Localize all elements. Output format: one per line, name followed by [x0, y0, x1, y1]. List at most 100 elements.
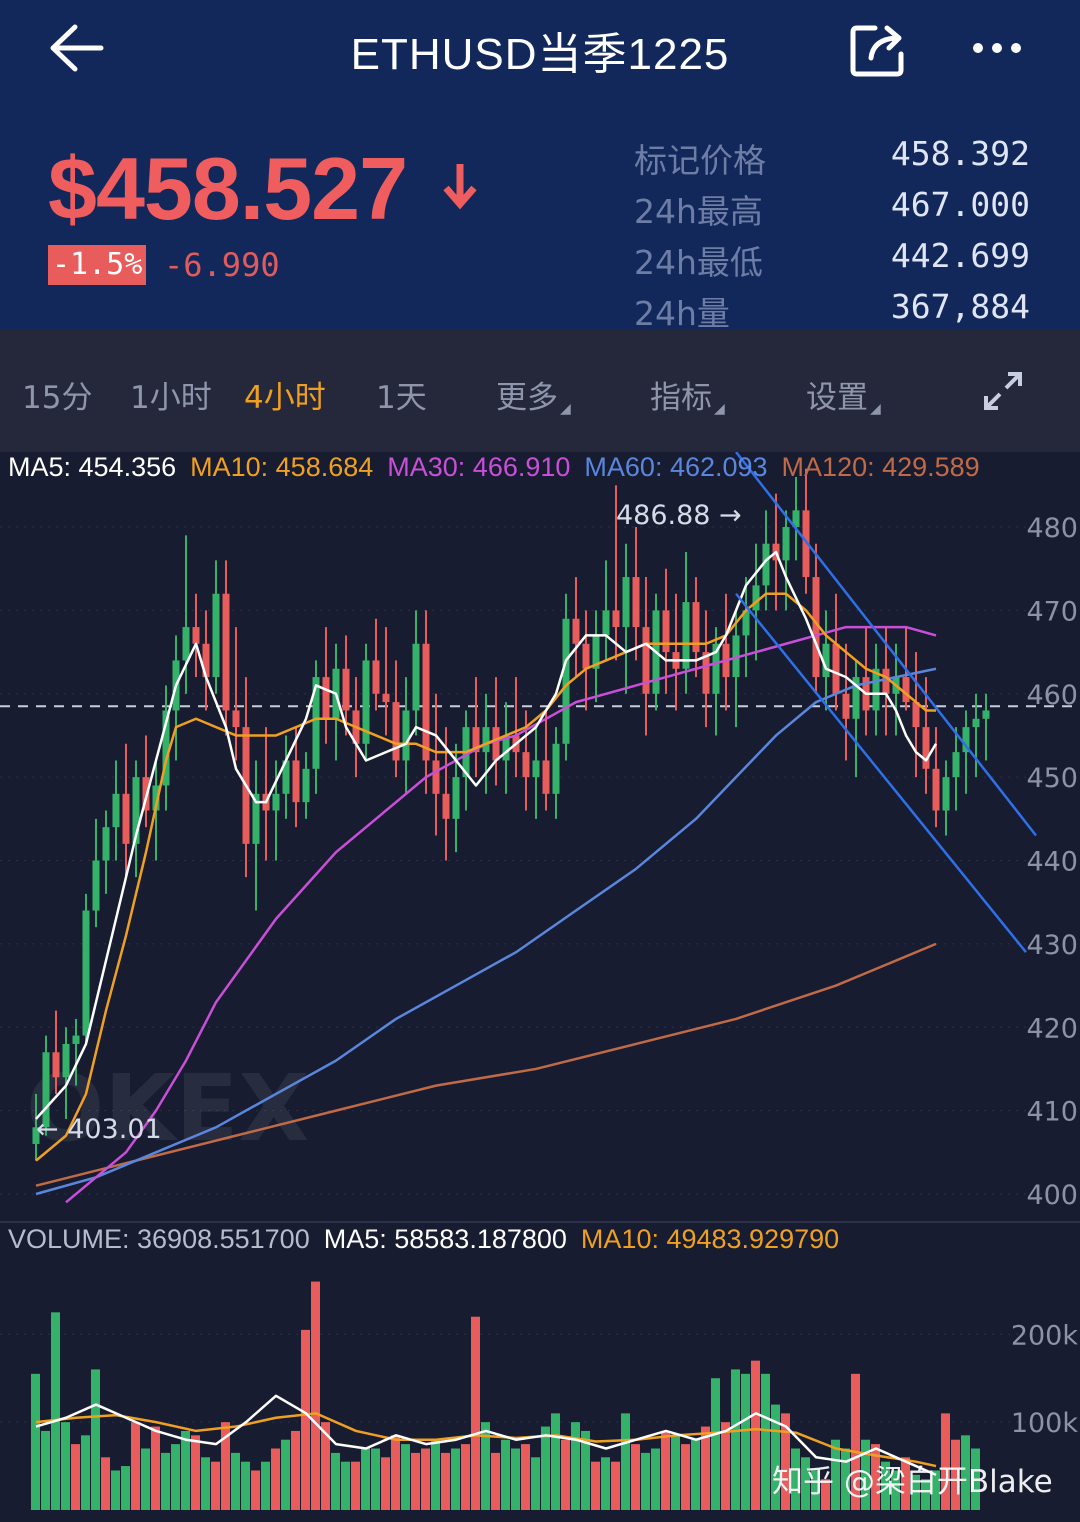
- stat-value-24h-low: 442.699: [890, 236, 1030, 275]
- volume-bar: [641, 1452, 650, 1510]
- volume-bar: [881, 1461, 890, 1510]
- candle-body: [82, 910, 90, 1036]
- volume-bar: [751, 1360, 760, 1510]
- volume-bar: [821, 1479, 830, 1510]
- volume-bar: [341, 1461, 350, 1510]
- stat-label-24h-volume: 24h量: [634, 294, 730, 333]
- volume-bar: [521, 1444, 530, 1510]
- volume-bar: [581, 1430, 590, 1510]
- volume-bar: [571, 1422, 580, 1510]
- legend-ma30: MA30: 466.910: [387, 452, 571, 482]
- candle-body: [232, 710, 240, 728]
- candle-body: [42, 1052, 50, 1128]
- candle-body: [502, 735, 510, 761]
- candle-body: [822, 643, 830, 678]
- candle-body: [222, 593, 230, 711]
- candle-body: [152, 785, 160, 811]
- legend-volume-ma10: MA10: 49483.929790: [580, 1224, 840, 1254]
- candle-body: [432, 760, 440, 794]
- volume-bar: [491, 1452, 500, 1510]
- volume-axis-label: 200k: [1011, 1320, 1079, 1351]
- tab-1hour[interactable]: 1小时: [130, 380, 212, 416]
- last-price: $458.527: [48, 139, 408, 238]
- volume-bar: [531, 1457, 540, 1510]
- price-axis-label: 430: [1026, 930, 1078, 961]
- candle-body: [902, 677, 910, 703]
- volume-bar: [301, 1329, 310, 1510]
- candle-body: [312, 677, 320, 769]
- volume-bar: [411, 1452, 420, 1510]
- candle-body: [402, 710, 410, 761]
- volume-bar: [841, 1448, 850, 1510]
- back-arrow-icon[interactable]: [40, 18, 110, 78]
- indicators-dropdown[interactable]: 指标 ◢: [650, 372, 725, 417]
- volume-bar: [741, 1373, 750, 1510]
- tab-15min[interactable]: 15分: [22, 380, 93, 416]
- candle-body: [272, 793, 280, 811]
- price-axis-label: 420: [1026, 1013, 1078, 1044]
- volume-bar: [691, 1439, 700, 1510]
- volume-bar: [971, 1448, 980, 1510]
- candle-body: [62, 1043, 70, 1078]
- candle-body: [422, 643, 430, 761]
- volume-bar: [501, 1439, 510, 1510]
- candle-body: [322, 677, 330, 719]
- candle-body: [542, 760, 550, 794]
- volume-bar: [871, 1444, 880, 1510]
- volume-bar: [61, 1422, 70, 1510]
- candle-body: [802, 510, 810, 578]
- stat-label-mark-price: 标记价格: [634, 141, 766, 180]
- volume-bar: [771, 1404, 780, 1510]
- candle-body: [752, 585, 760, 611]
- candle-body: [662, 610, 670, 653]
- high-price-marker: 486.88 →: [616, 500, 742, 531]
- settings-dropdown[interactable]: 设置 ◢: [806, 372, 881, 417]
- candle-body: [732, 635, 740, 678]
- share-icon[interactable]: [842, 14, 914, 82]
- candle-body: [962, 727, 970, 753]
- volume-bar: [201, 1457, 210, 1510]
- chart-area[interactable]: OKEX 480 470 460 450 440 430 420 410 400 200k 100k…: [0, 451, 1080, 1522]
- candle-body: [582, 643, 590, 669]
- candle-body: [612, 610, 620, 628]
- dropdown-triangle-icon: ◢: [870, 401, 881, 417]
- legend-ma60: MA60: 462.093: [584, 452, 768, 482]
- more-dropdown[interactable]: 更多 ◢: [496, 372, 571, 417]
- volume-bar: [251, 1470, 260, 1510]
- candle-body: [122, 793, 130, 844]
- candle-body: [602, 610, 610, 636]
- volume-bar: [611, 1461, 620, 1510]
- more-icon[interactable]: [962, 18, 1032, 78]
- candle-body: [112, 793, 120, 828]
- volume-bar: [671, 1435, 680, 1510]
- candle-body: [362, 660, 370, 744]
- volume-axis-label: 100k: [1011, 1408, 1079, 1439]
- stat-value-24h-high: 467.000: [890, 185, 1030, 224]
- tab-4hour[interactable]: 4小时: [244, 380, 326, 416]
- price-axis-label: 410: [1026, 1097, 1078, 1128]
- volume-bar: [811, 1470, 820, 1510]
- candle-body: [252, 793, 260, 844]
- volume-legend: VOLUME: 36908.551700 MA5: 58583.187800 MA1…: [8, 1224, 853, 1255]
- volume-bar: [431, 1439, 440, 1510]
- author-credit: 知乎 @梁白开Blake: [772, 1464, 1053, 1500]
- candle-body: [522, 752, 530, 778]
- price-axis-label: 450: [1026, 763, 1078, 794]
- volume-bar: [791, 1448, 800, 1510]
- volume-bar: [31, 1373, 40, 1510]
- candle-body: [642, 627, 650, 694]
- candle-body: [302, 768, 310, 803]
- fullscreen-icon[interactable]: [980, 368, 1026, 414]
- ma120-line: [35, 942, 937, 1187]
- kline-chart[interactable]: OKEX 480470460450440430420410400200k100k…: [0, 451, 1080, 1522]
- volume-bar: [181, 1430, 190, 1510]
- candle-body: [482, 727, 490, 753]
- volume-bar: [801, 1457, 810, 1510]
- candle-body: [202, 643, 210, 678]
- volume-bar: [71, 1444, 80, 1510]
- volume-bar: [621, 1413, 630, 1510]
- price-axis-label: 400: [1026, 1180, 1078, 1211]
- page-title: ETHUSD当季1225: [350, 30, 730, 79]
- candle-body: [532, 760, 540, 778]
- tab-1day[interactable]: 1天: [376, 380, 427, 416]
